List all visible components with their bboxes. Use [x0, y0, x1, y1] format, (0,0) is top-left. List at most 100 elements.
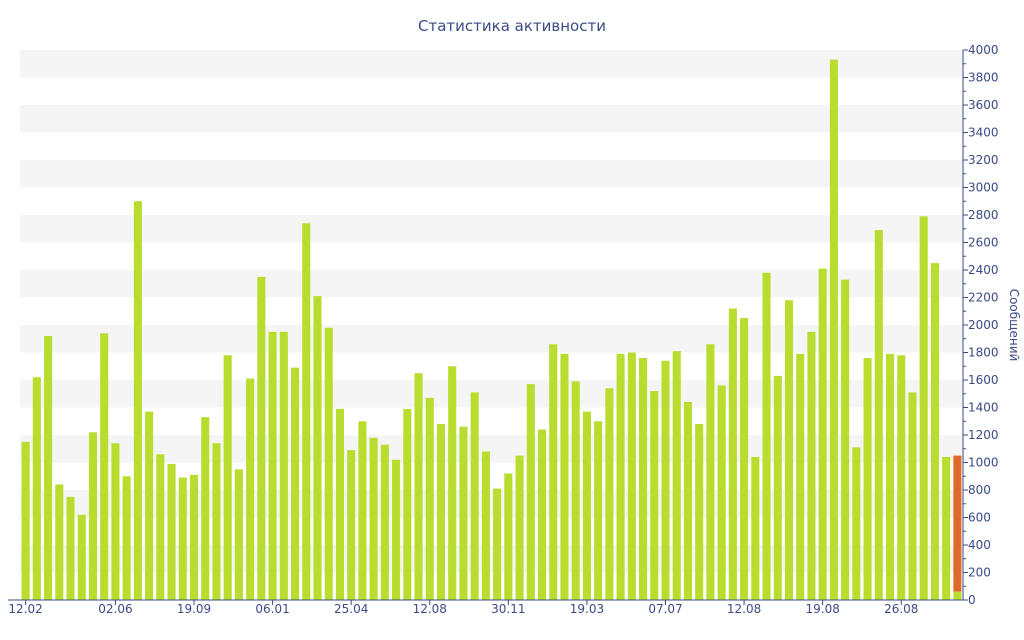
y-tick-label: 1000: [968, 456, 999, 470]
x-tick-label: 25.04: [334, 602, 368, 616]
bar: [335, 408, 344, 600]
y-tick-label: 3400: [968, 126, 999, 140]
bar: [605, 388, 614, 600]
bar: [481, 451, 490, 600]
y-tick-label: 200: [968, 566, 991, 580]
bar: [448, 366, 457, 600]
bar: [201, 417, 210, 600]
bar: [717, 385, 726, 600]
bar: [683, 402, 692, 600]
bar: [841, 279, 850, 600]
bar: [32, 377, 41, 600]
bar: [100, 333, 109, 600]
bar: [358, 421, 367, 600]
bar: [77, 514, 86, 600]
bar-highlight: [953, 455, 962, 592]
y-axis-ticks: 0 200 400 600 800 1000 1200 1400 1600 1800 2000 220…: [963, 43, 999, 607]
y-tick-label: 2800: [968, 208, 999, 222]
bar: [21, 441, 30, 600]
x-tick-label: 30.11: [491, 602, 525, 616]
x-axis-ticks: 12.02 02.06 19.09 06.01 25.04 12.08 30.11 19.03…: [8, 600, 918, 616]
bar: [627, 352, 636, 600]
bar: [291, 367, 300, 600]
bar: [403, 408, 412, 600]
x-tick-label: 26.08: [884, 602, 918, 616]
bar: [133, 201, 142, 600]
bar: [762, 272, 771, 600]
y-tick-label: 2400: [968, 263, 999, 277]
bar: [515, 455, 524, 600]
bar: [908, 392, 917, 600]
bar: [44, 336, 53, 600]
x-tick-label: 02.06: [98, 602, 132, 616]
y-tick-label: 2200: [968, 291, 999, 305]
grid-band: [20, 270, 963, 298]
bar: [594, 421, 603, 600]
grid-band: [20, 325, 963, 353]
bar: [88, 432, 98, 600]
y-axis-title: Сообщений: [1007, 289, 1021, 362]
bar: [526, 384, 535, 600]
bar: [773, 375, 782, 600]
bar: [55, 484, 64, 600]
bar: [268, 331, 277, 600]
y-tick-label: 1200: [968, 428, 999, 442]
x-tick-label: 12.08: [413, 602, 447, 616]
bar: [111, 443, 120, 600]
grid-bands: [20, 50, 963, 573]
chart-title: Статистика активности: [418, 17, 606, 35]
y-tick-label: 0: [968, 593, 976, 607]
bar: [953, 591, 962, 600]
bar: [740, 318, 749, 600]
y-tick-label: 1600: [968, 373, 999, 387]
bar: [706, 344, 715, 600]
bar: [885, 353, 895, 600]
bar: [818, 268, 827, 600]
bar: [66, 496, 75, 600]
bar: [639, 358, 648, 600]
bar: [425, 397, 434, 600]
y-tick-label: 2600: [968, 236, 999, 250]
bar: [582, 411, 591, 600]
bar: [156, 454, 165, 600]
grid-band: [20, 105, 963, 133]
bar: [414, 373, 423, 600]
y-tick-label: 3600: [968, 98, 999, 112]
bar: [897, 355, 906, 600]
bar: [178, 477, 187, 600]
x-tick-label: 19.09: [177, 602, 211, 616]
bar: [751, 457, 760, 600]
grid-band: [20, 490, 963, 518]
bar: [122, 476, 131, 600]
x-tick-label: 19.08: [805, 602, 839, 616]
bar: [459, 426, 468, 600]
bar: [347, 450, 356, 600]
bar: [829, 59, 838, 600]
bar: [246, 378, 255, 600]
y-tick-label: 3800: [968, 71, 999, 85]
y-tick-label: 3000: [968, 181, 999, 195]
bar: [234, 469, 243, 600]
x-tick-label: 12.08: [727, 602, 761, 616]
y-tick-label: 4000: [968, 43, 999, 57]
bar: [852, 447, 861, 600]
bar: [436, 424, 446, 600]
bar: [504, 473, 513, 600]
grid-band: [20, 380, 963, 408]
bar: [167, 463, 176, 600]
bar: [313, 296, 322, 600]
bars-group: [21, 59, 962, 600]
bar: [919, 216, 928, 600]
grid-band: [20, 545, 963, 573]
y-tick-label: 3200: [968, 153, 999, 167]
y-tick-label: 1800: [968, 346, 999, 360]
bar: [807, 331, 816, 600]
x-tick-label: 19.03: [570, 602, 604, 616]
x-tick-label: 12.02: [8, 602, 42, 616]
grid-band: [20, 435, 963, 463]
bar: [616, 353, 625, 600]
bar: [571, 381, 580, 600]
y-tick-label: 400: [968, 538, 991, 552]
bar: [369, 437, 378, 600]
